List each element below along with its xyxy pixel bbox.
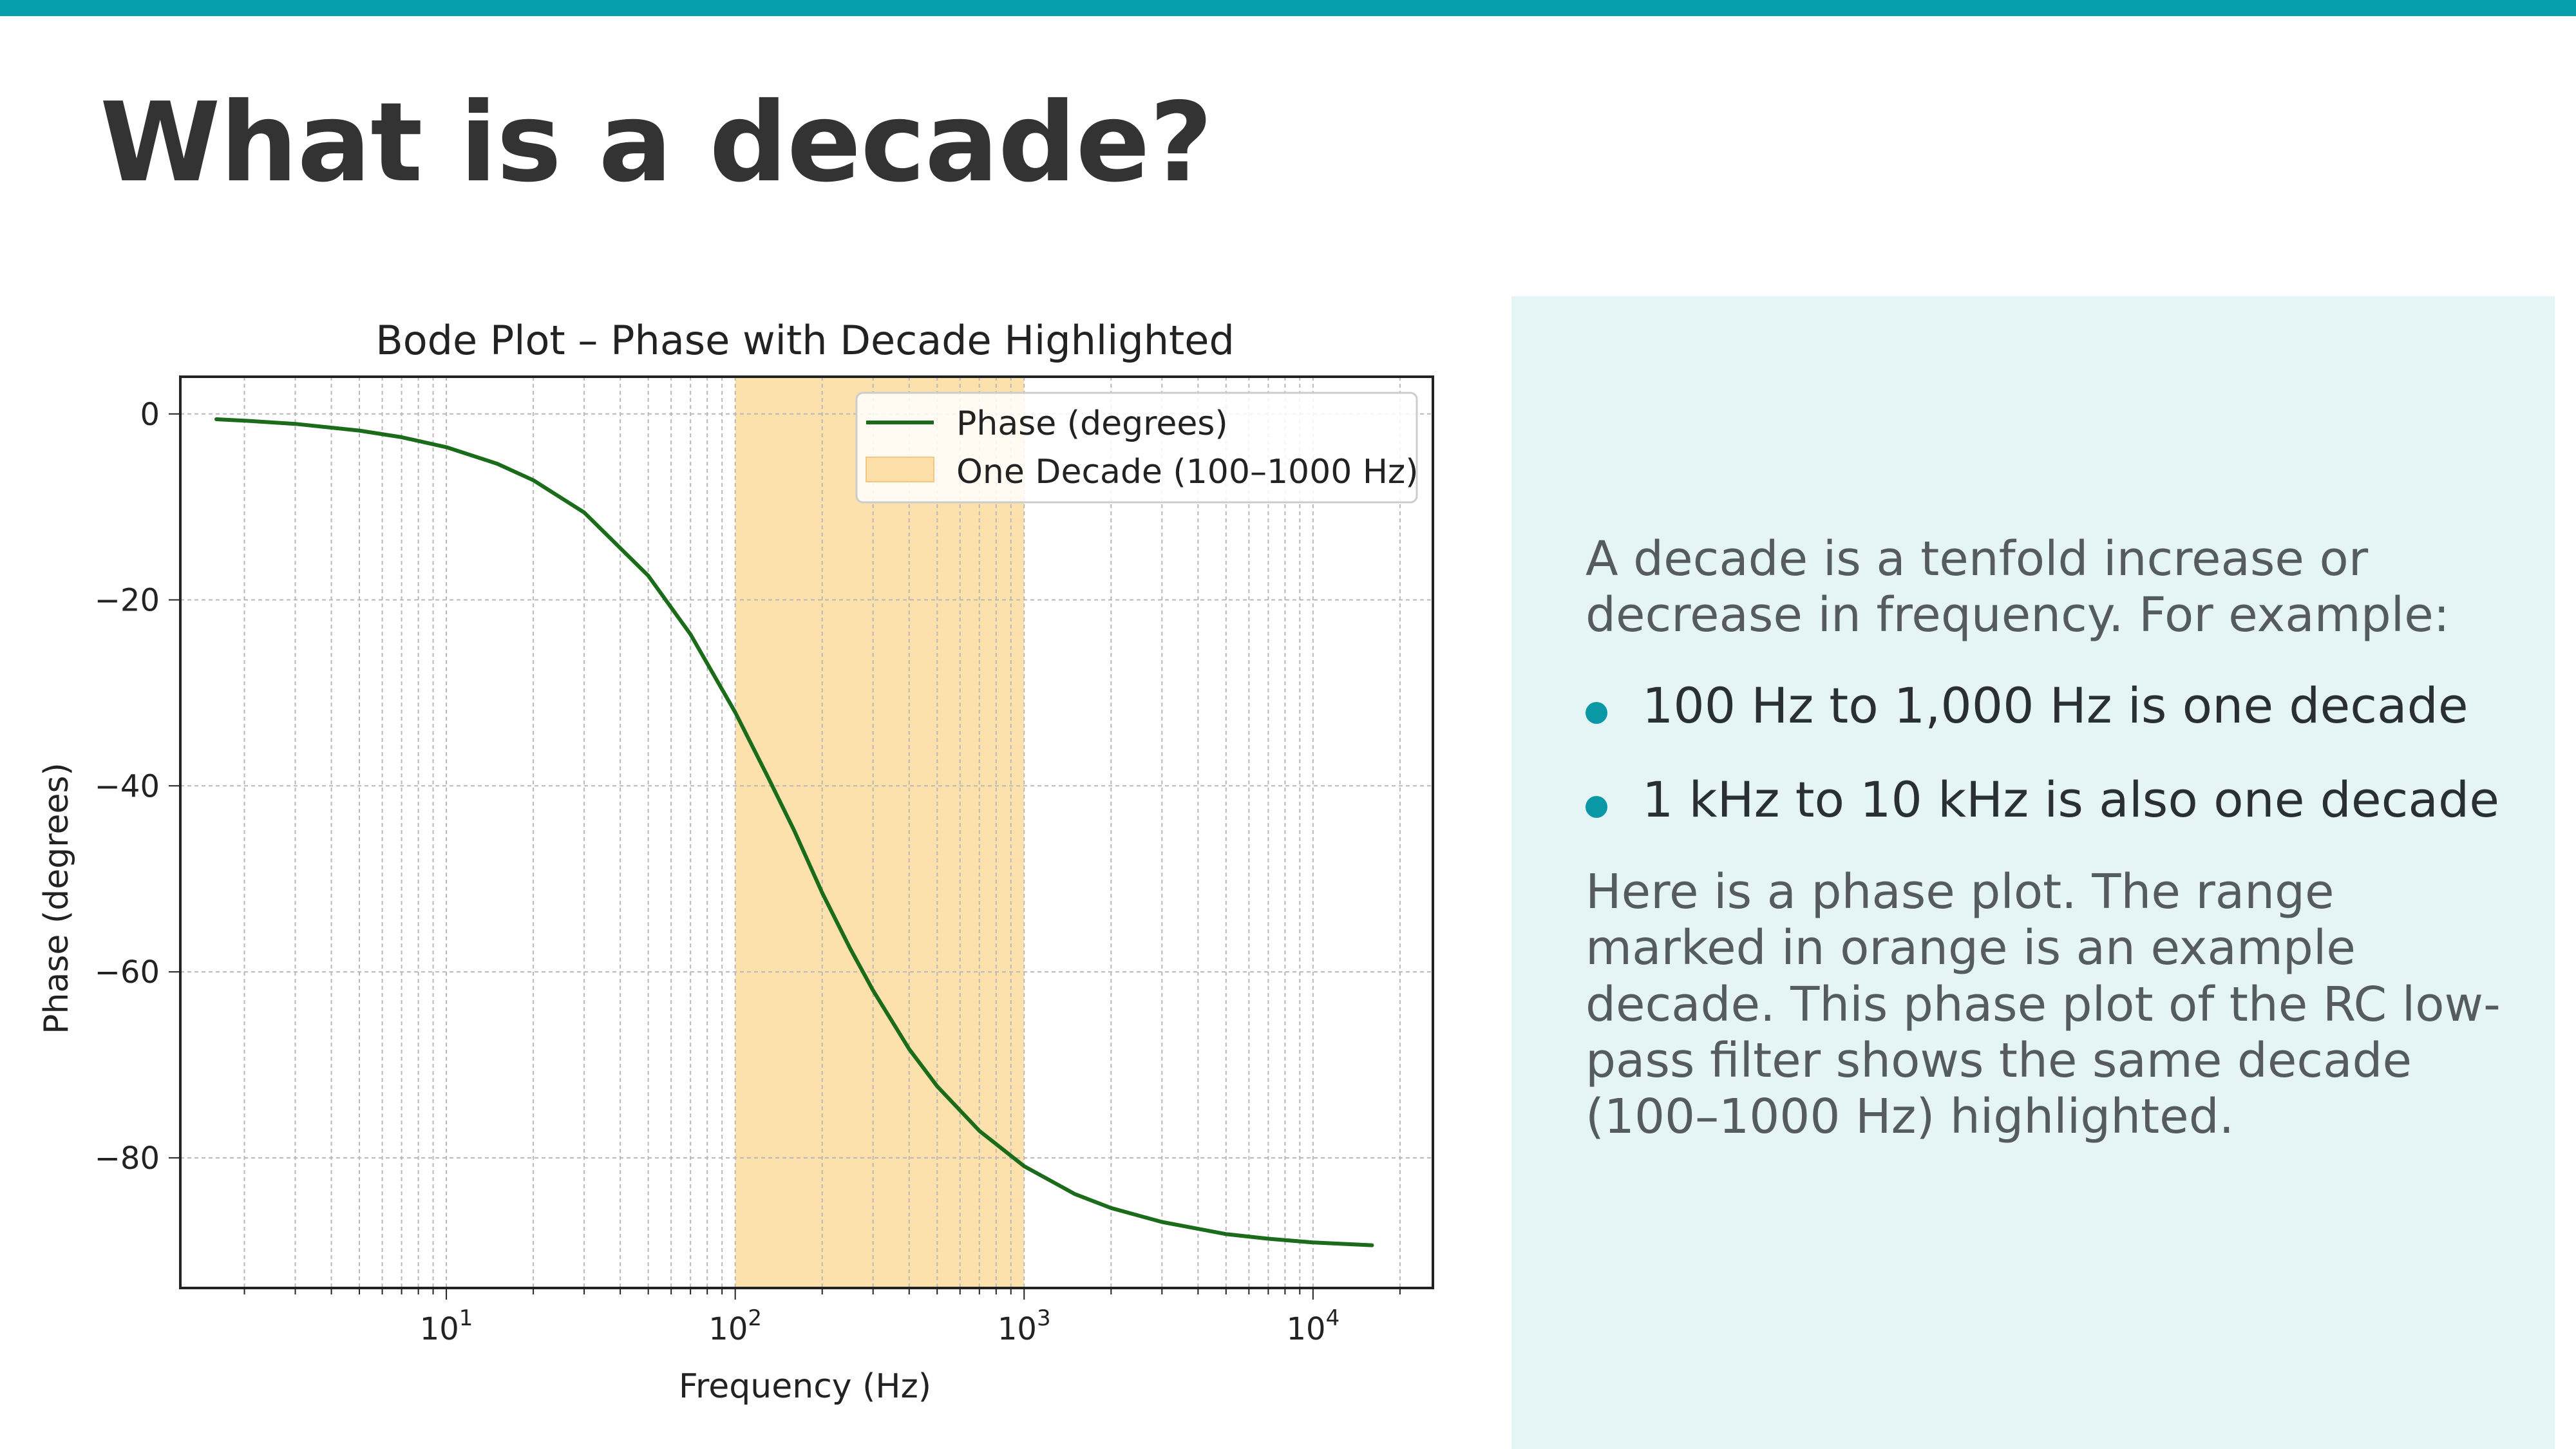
- example-list: 100 Hz to 1,000 Hz is one decade 1 kHz t…: [1586, 676, 2513, 829]
- info-content: A decade is a tenfold increase or decrea…: [1586, 531, 2513, 1146]
- x-tick-exponent: 4: [1326, 1305, 1340, 1331]
- x-tick-exponent: 2: [748, 1305, 762, 1331]
- x-tick-label: 101: [420, 1305, 473, 1347]
- y-tick-label: 0: [140, 397, 160, 433]
- bullet-icon: [1586, 701, 1607, 724]
- list-item: 100 Hz to 1,000 Hz is one decade: [1586, 676, 2513, 735]
- info-panel: A decade is a tenfold increase or decrea…: [1511, 296, 2555, 1449]
- x-tick-exponent: 1: [459, 1305, 473, 1331]
- chart-legend: Phase (degrees) One Decade (100–1000 Hz): [855, 392, 1419, 504]
- x-tick-exponent: 3: [1037, 1305, 1051, 1331]
- y-tick-label: −60: [95, 954, 160, 990]
- chart-title: Bode Plot – Phase with Decade Highlighte…: [375, 317, 1235, 364]
- slide-title: What is a decade?: [100, 79, 1213, 207]
- list-item-text: 100 Hz to 1,000 Hz is one decade: [1642, 676, 2468, 734]
- y-tick-label: −80: [95, 1141, 160, 1177]
- list-item: 1 kHz to 10 kHz is also one decade: [1586, 770, 2513, 829]
- x-tick-label: 103: [998, 1305, 1051, 1347]
- outro-text: Here is a phase plot. The range marked i…: [1586, 864, 2501, 1145]
- phase-series-line: [214, 417, 1374, 1247]
- x-tick-label: 102: [708, 1305, 762, 1347]
- y-axis-label: Phase (degrees): [37, 762, 76, 1034]
- legend-patch-swatch: [866, 457, 934, 482]
- legend-entry-phase: Phase (degrees): [956, 404, 1228, 443]
- legend-frame: [855, 392, 1418, 504]
- x-axis-label: Frequency (Hz): [679, 1367, 931, 1406]
- legend-entry-decade: One Decade (100–1000 Hz): [956, 453, 1419, 491]
- plot-frame: [179, 375, 1434, 1289]
- plot-area: 0 −20 −40 −60 −80 101 102 103 104: [95, 375, 1434, 1347]
- intro-text: A decade is a tenfold increase or decrea…: [1586, 531, 2450, 643]
- y-tick-label: −40: [95, 768, 160, 804]
- decade-highlight-band: [735, 377, 1025, 1288]
- bullet-icon: [1586, 795, 1607, 818]
- y-tick-label: −20: [95, 583, 160, 619]
- list-item-text: 1 kHz to 10 kHz is also one decade: [1642, 770, 2500, 828]
- x-tick-label: 104: [1286, 1305, 1340, 1347]
- bode-phase-chart: Bode Plot – Phase with Decade Highlighte…: [37, 317, 1434, 1406]
- top-accent-bar: [0, 0, 2576, 16]
